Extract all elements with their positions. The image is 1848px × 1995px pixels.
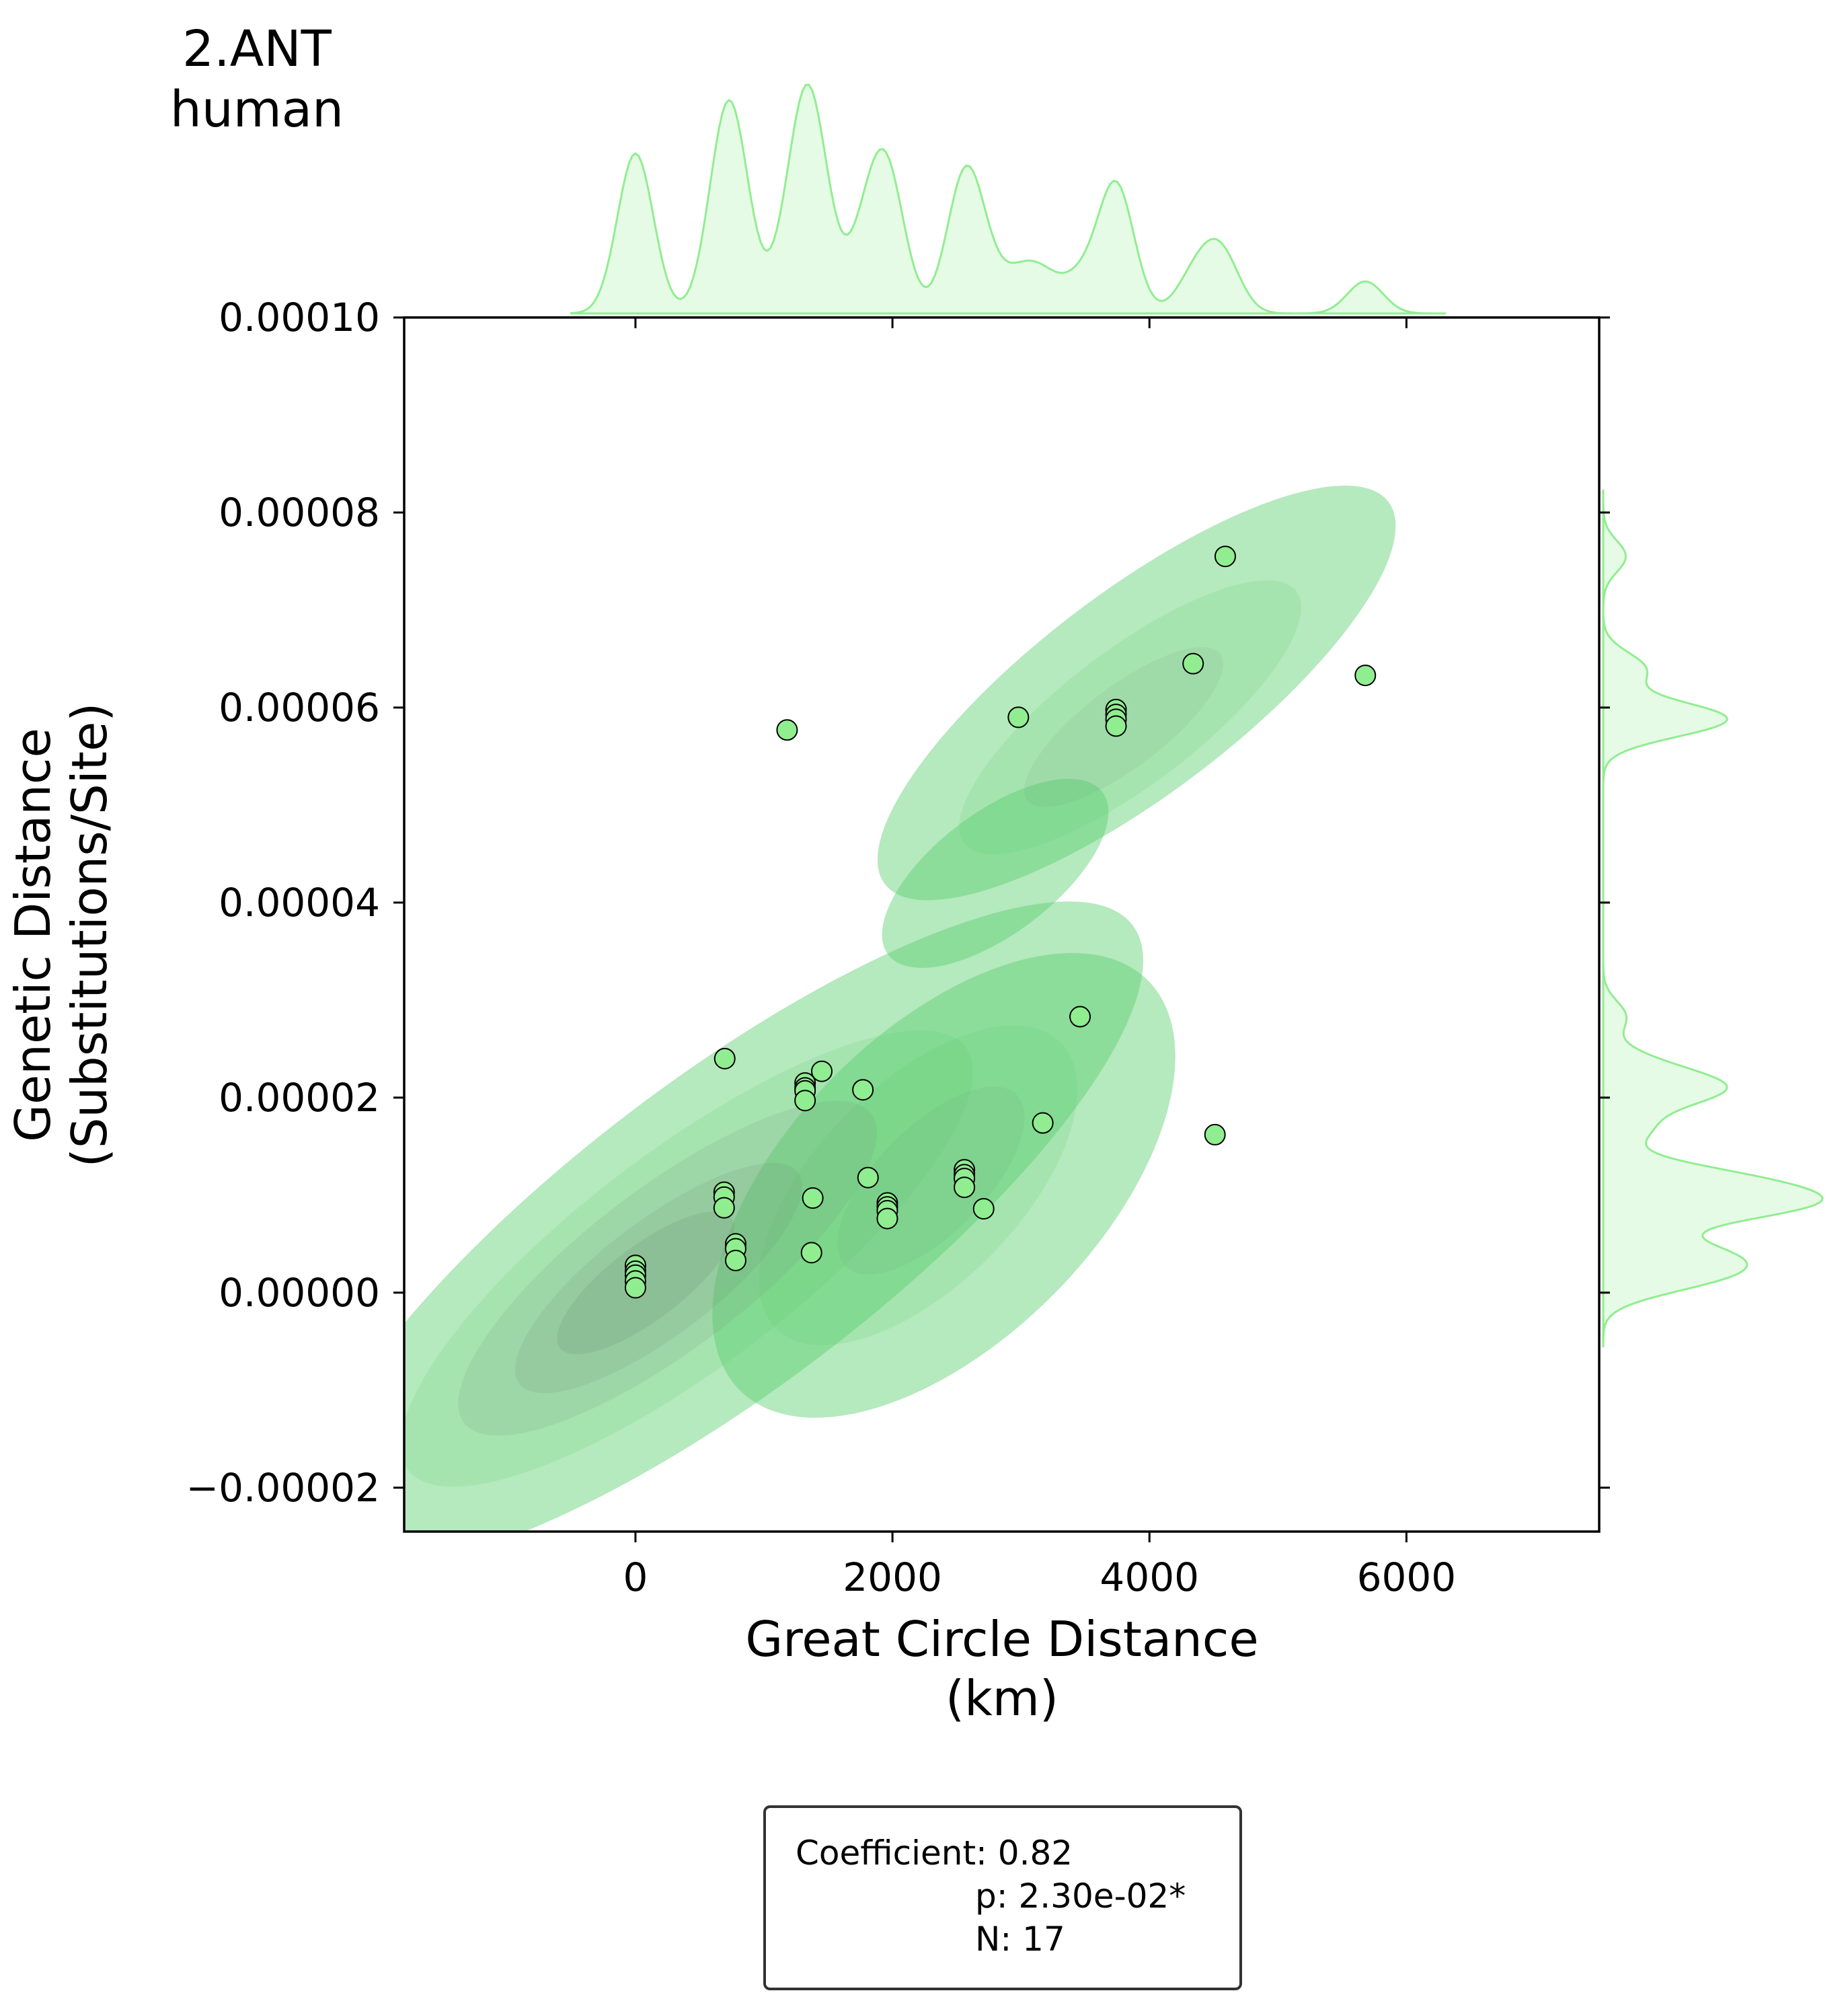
scatter-point — [794, 1090, 816, 1112]
scatter-point — [1069, 1006, 1091, 1028]
scatter-point — [800, 1242, 822, 1264]
scatter-point — [972, 1198, 995, 1220]
kde-level-3 — [458, 1100, 877, 1436]
kde-density-contours — [404, 485, 1396, 1532]
kde-level-2 — [404, 1030, 973, 1487]
x-axis-label-line-2: (km) — [946, 1670, 1058, 1727]
y-tick-label: 0.00006 — [219, 685, 380, 730]
scatter-point — [714, 1047, 736, 1069]
scatter-point — [713, 1197, 735, 1219]
x-axis-ticks: 0 2000 4000 6000 — [623, 317, 1456, 1600]
y-tick-label: −0.00002 — [186, 1465, 380, 1511]
scatter-point — [776, 719, 798, 741]
scatter-point — [876, 1207, 898, 1230]
x-marginal-curve — [570, 83, 1447, 315]
scatter-point — [852, 1079, 874, 1101]
kde-outer-upper — [877, 485, 1396, 901]
x-axis-label-line-1: Great Circle Distance — [745, 1611, 1258, 1667]
scatter-points — [624, 545, 1377, 1299]
y-axis-label-line-2: (Substitutions/Site) — [61, 703, 118, 1168]
scatter-point — [954, 1176, 976, 1199]
y-marginal-curve — [1602, 490, 1824, 1348]
kde-level-4 — [514, 1162, 802, 1394]
stats-p-value: p: 2.30e-02* — [975, 1877, 1186, 1916]
scatter-point — [857, 1166, 879, 1189]
chart-title-line-1: 2.ANT — [182, 20, 332, 78]
kde-level-2b — [759, 1025, 1078, 1345]
scatter-point — [1354, 665, 1377, 687]
scatter-point — [1214, 545, 1236, 568]
y-tick-label: 0.00002 — [219, 1075, 380, 1121]
kde-neck — [882, 778, 1109, 968]
scatter-point — [1007, 706, 1030, 728]
y-tick-label: 0.00010 — [219, 295, 380, 340]
scatter-point — [724, 1249, 746, 1271]
x-tick-label: 6000 — [1357, 1554, 1457, 1600]
kde-level-2c — [959, 580, 1301, 855]
stats-n: N: 17 — [975, 1920, 1065, 1959]
x-tick-label: 4000 — [1100, 1554, 1199, 1600]
plot-frame — [403, 316, 1601, 1533]
chart-title-line-2: human — [170, 81, 344, 139]
stats-box-frame — [763, 1805, 1242, 1990]
scatter-point — [1204, 1123, 1226, 1145]
y-marginal-density — [1602, 490, 1824, 1348]
y-axis-ticks: −0.00002 0.00000 0.00002 0.00004 0.00006 0.00… — [186, 295, 1610, 1511]
scatter-point — [624, 1277, 646, 1299]
kde-outer-mid — [712, 952, 1176, 1418]
kde-outer-lower — [404, 901, 1143, 1532]
scatter-point — [810, 1060, 833, 1082]
x-tick-label: 2000 — [843, 1554, 942, 1600]
y-tick-label: 0.00004 — [219, 880, 380, 926]
x-marginal-density — [570, 83, 1447, 315]
scatter-point — [1105, 715, 1127, 737]
stats-box: Coefficient: 0.82 p: 2.30e-02* N: 17 — [763, 1805, 1242, 1990]
y-tick-label: 0.00000 — [219, 1270, 380, 1316]
y-axis-label-line-1: Genetic Distance — [5, 728, 61, 1142]
x-tick-label: 0 — [623, 1554, 648, 1600]
scatter-point — [802, 1187, 824, 1209]
stats-coefficient: Coefficient: 0.82 — [796, 1834, 1073, 1873]
scatter-point — [1032, 1112, 1054, 1134]
scatter-point — [1182, 652, 1204, 675]
y-tick-label: 0.00008 — [219, 490, 380, 535]
